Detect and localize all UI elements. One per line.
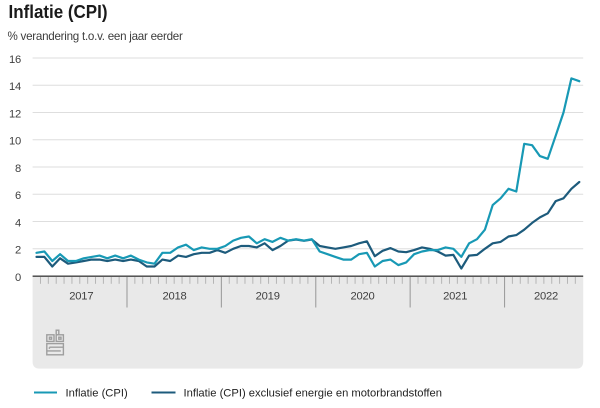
svg-text:2018: 2018 — [162, 290, 186, 302]
svg-text:Inflatie (CPI): Inflatie (CPI) — [9, 1, 108, 22]
svg-text:2019: 2019 — [256, 290, 280, 302]
svg-text:Inflatie (CPI) exclusief energ: Inflatie (CPI) exclusief energie en moto… — [184, 387, 443, 399]
svg-text:2017: 2017 — [69, 290, 93, 302]
svg-text:8: 8 — [15, 163, 21, 175]
svg-text:10: 10 — [9, 136, 21, 148]
svg-text:2020: 2020 — [350, 290, 374, 302]
svg-text:% verandering t.o.v. een jaar: % verandering t.o.v. een jaar eerder — [8, 30, 183, 43]
svg-text:2021: 2021 — [443, 290, 467, 302]
svg-text:2: 2 — [15, 245, 21, 257]
svg-text:12: 12 — [9, 108, 21, 120]
svg-text:4: 4 — [15, 217, 21, 229]
svg-text:Inflatie (CPI): Inflatie (CPI) — [66, 387, 128, 399]
svg-text:6: 6 — [15, 190, 21, 202]
svg-text:0: 0 — [15, 272, 21, 284]
svg-text:2022: 2022 — [534, 290, 558, 302]
svg-text:14: 14 — [9, 81, 21, 93]
svg-text:16: 16 — [9, 54, 21, 66]
